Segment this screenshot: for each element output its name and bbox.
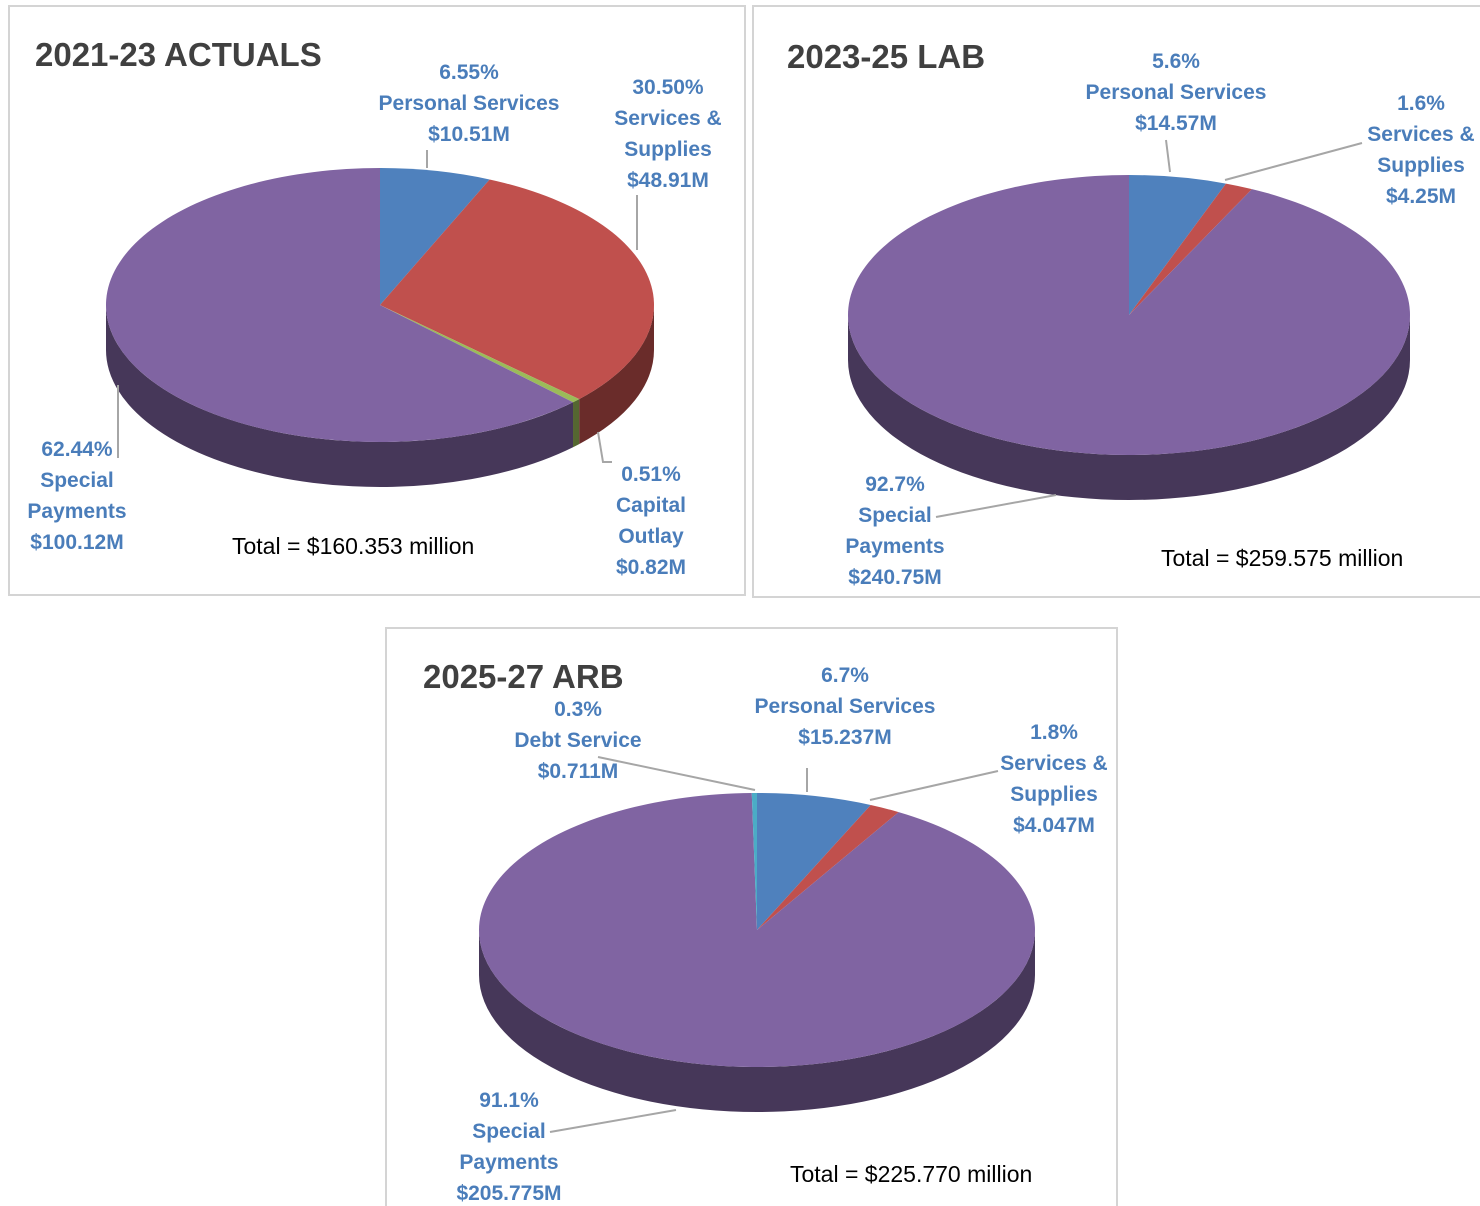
slice-side (479, 930, 1035, 1112)
leader-line (1165, 139, 1171, 173)
data-label: 30.50% Services & Supplies $48.91M (608, 72, 728, 196)
pie-sides (479, 930, 1035, 1112)
label-amount: $15.237M (798, 726, 892, 749)
leader-line (935, 494, 1057, 518)
data-label: 6.55% Personal Services $10.51M (359, 57, 579, 150)
label-category: Debt Service (514, 729, 642, 752)
slice (751, 793, 757, 930)
slice (106, 168, 574, 442)
panel (8, 5, 746, 596)
label-category: Special Payments (27, 469, 127, 523)
label-percent: 6.55% (439, 61, 499, 84)
slice (380, 168, 490, 305)
label-percent: 1.6% (1397, 92, 1445, 115)
label-category: Special Payments (459, 1120, 559, 1174)
pie-tops (106, 168, 654, 442)
label-amount: $48.91M (627, 169, 709, 192)
pie-sides (106, 305, 654, 488)
slice (1129, 183, 1252, 315)
label-percent: 0.51% (621, 463, 681, 486)
data-label: 6.7% Personal Services $15.237M (735, 660, 955, 753)
label-category: Services & Supplies (1000, 752, 1108, 806)
chart-title: 2025-27 ARB (423, 658, 624, 695)
chart-title: 2021-23 ACTUALS (35, 36, 322, 73)
slice (848, 175, 1410, 455)
label-amount: $205.775M (456, 1182, 562, 1205)
slice-side (579, 305, 654, 445)
slice-side (573, 399, 580, 448)
data-label: 5.6% Personal Services $14.57M (1066, 46, 1286, 139)
total-note: Total = $225.770 million (790, 1161, 1033, 1187)
pie-sides (848, 315, 1410, 500)
data-label: 1.8% Services & Supplies $4.047M (994, 717, 1114, 841)
label-category: Personal Services (754, 695, 936, 718)
data-label: 92.7% Special Payments $240.75M (840, 469, 950, 593)
label-amount: $240.75M (848, 566, 942, 589)
data-label: 0.3% Debt Service $0.711M (498, 694, 658, 787)
label-category: Personal Services (378, 92, 560, 115)
total-note: Total = $259.575 million (1161, 545, 1404, 571)
label-percent: 5.6% (1152, 50, 1200, 73)
label-amount: $10.51M (428, 123, 510, 146)
leader-line (869, 770, 999, 801)
pie-tops (848, 175, 1410, 455)
leader-line (1224, 142, 1363, 181)
slice (757, 793, 871, 930)
data-label: 62.44% Special Payments $100.12M (22, 434, 132, 558)
panel (752, 5, 1480, 598)
label-percent: 62.44% (41, 438, 113, 461)
label-percent: 92.7% (865, 473, 925, 496)
label-amount: $100.12M (30, 531, 124, 554)
label-percent: 30.50% (632, 76, 704, 99)
slice (380, 305, 580, 403)
data-label: 1.6% Services & Supplies $4.25M (1361, 88, 1480, 212)
label-category: Capital Outlay (615, 494, 686, 548)
data-label: 91.1% Special Payments $205.775M (454, 1085, 564, 1206)
total-note: Total = $160.353 million (232, 533, 475, 559)
data-label: 0.51% Capital Outlay $0.82M (606, 459, 696, 583)
slice-side (106, 305, 574, 488)
label-category: Services & Supplies (614, 107, 722, 161)
slice (380, 179, 654, 400)
label-percent: 1.8% (1030, 721, 1078, 744)
leader-line (597, 756, 756, 791)
label-percent: 6.7% (821, 664, 869, 687)
slice (478, 793, 1035, 1067)
label-category: Special Payments (845, 504, 945, 558)
label-percent: 91.1% (479, 1089, 539, 1112)
label-amount: $0.82M (615, 556, 687, 579)
label-category: Personal Services (1085, 81, 1267, 104)
leader-line (597, 431, 612, 463)
leader-line (549, 1109, 677, 1133)
label-amount: $14.57M (1135, 112, 1217, 135)
slice-side (848, 315, 1410, 500)
label-category: Services & Supplies (1367, 123, 1475, 177)
chart-title: 2023-25 LAB (787, 38, 986, 75)
pie-tops (478, 793, 1035, 1067)
label-amount: $0.711M (537, 760, 619, 783)
panel (385, 627, 1118, 1206)
label-amount: $4.25M (1385, 185, 1457, 208)
label-amount: $4.047M (1013, 814, 1095, 837)
slice (757, 804, 899, 930)
slice (1129, 175, 1226, 315)
label-percent: 0.3% (554, 698, 602, 721)
